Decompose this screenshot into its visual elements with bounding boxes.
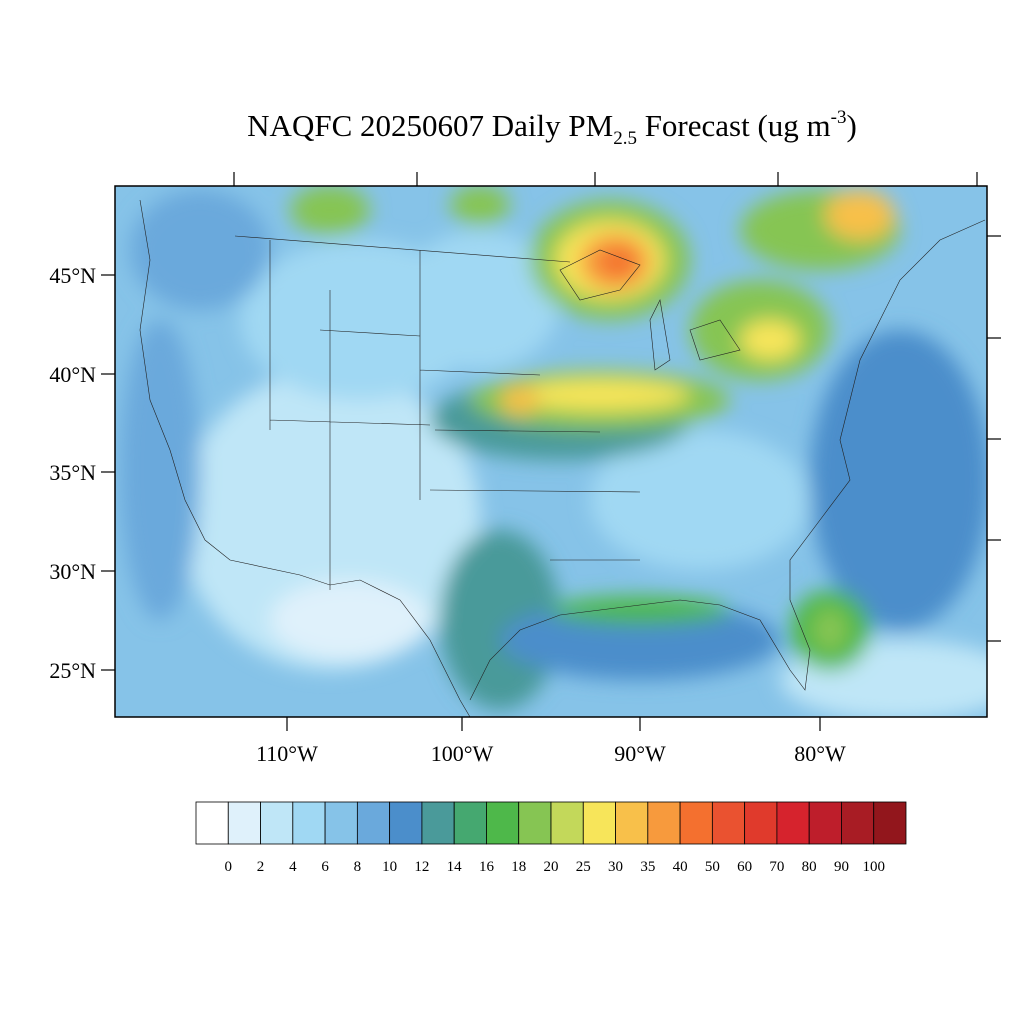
colorbar-label: 12: [414, 859, 429, 875]
colorbar-box: [292, 801, 326, 845]
colorbar-box: [453, 801, 487, 845]
colorbar-label: 8: [354, 859, 362, 875]
lat-label: 35°N: [49, 460, 96, 485]
lat-label: 25°N: [49, 658, 96, 683]
colorbar-label: 10: [382, 859, 397, 875]
colorbar-label: 4: [289, 859, 297, 875]
colorbar-box: [582, 801, 616, 845]
colorbar-box: [679, 801, 713, 845]
lat-label: 30°N: [49, 559, 96, 584]
colorbar-label: 100: [862, 859, 885, 875]
colorbar-box: [486, 801, 520, 845]
colorbar-box: [356, 801, 391, 845]
colorbar-label: 14: [447, 859, 463, 875]
colorbar-box: [195, 801, 229, 845]
title-mid: Forecast (ug m: [637, 108, 831, 143]
colorbar-label: 18: [511, 859, 526, 875]
colorbar-box: [550, 801, 584, 845]
colorbar-label: 16: [479, 859, 495, 875]
colorbar-label: 50: [705, 859, 720, 875]
colorbar-label: 40: [673, 859, 688, 875]
colorbar-label: 6: [321, 859, 329, 875]
colorbar-label: 70: [769, 859, 784, 875]
colorbar-box: [744, 801, 778, 845]
axis-labels: 45°N 40°N 35°N 30°N 25°N 110°W 100°W 90°W 80°W: [49, 263, 846, 766]
colorbar-box: [260, 801, 294, 845]
colorbar-label: 30: [608, 859, 623, 875]
colorbar-box: [227, 801, 261, 845]
lon-label: 80°W: [794, 741, 846, 766]
title-sup: -3: [831, 107, 847, 128]
colorbar-label: 80: [802, 859, 817, 875]
lon-label: 100°W: [431, 741, 494, 766]
colorbar-box: [421, 801, 455, 845]
title-sub: 2.5: [613, 128, 637, 149]
colorbar-box: [776, 801, 810, 845]
title-main: NAQFC 20250607 Daily PM: [247, 108, 613, 143]
colorbar-label: 20: [544, 859, 559, 875]
colorbar-box: [711, 801, 746, 845]
colorbar-box: [873, 801, 907, 845]
colorbar-box: [324, 801, 358, 845]
map-frame: [114, 185, 988, 718]
colorbar-label: 60: [737, 859, 752, 875]
coastlines: [139, 199, 986, 718]
title-end: ): [846, 108, 856, 143]
colorbar-box: [647, 801, 681, 845]
lat-label: 40°N: [49, 362, 96, 387]
title: NAQFC 20250607 Daily PM2.5 Forecast (ug …: [247, 107, 857, 149]
lon-label: 110°W: [256, 741, 318, 766]
colorbar-label: 35: [640, 859, 655, 875]
colorbar-label: 0: [225, 859, 233, 875]
colorbar-box: [841, 801, 875, 845]
colorbar-label: 25: [576, 859, 591, 875]
colorbar-label: 90: [834, 859, 849, 875]
colorbar-box: [615, 801, 649, 845]
colorbar-box: [518, 801, 552, 845]
frame-ticks: [101, 172, 1001, 731]
colorbar-label: 2: [257, 859, 265, 875]
colorbar: 0 2 4 6 8 10 12 14 16 18 20 25 30 35 40 50 60 70 80 90 100: [195, 801, 907, 875]
lat-label: 45°N: [49, 263, 96, 288]
pm25-field: [115, 186, 987, 717]
lon-label: 90°W: [614, 741, 666, 766]
colorbar-box: [389, 801, 423, 845]
colorbar-box: [808, 801, 842, 845]
